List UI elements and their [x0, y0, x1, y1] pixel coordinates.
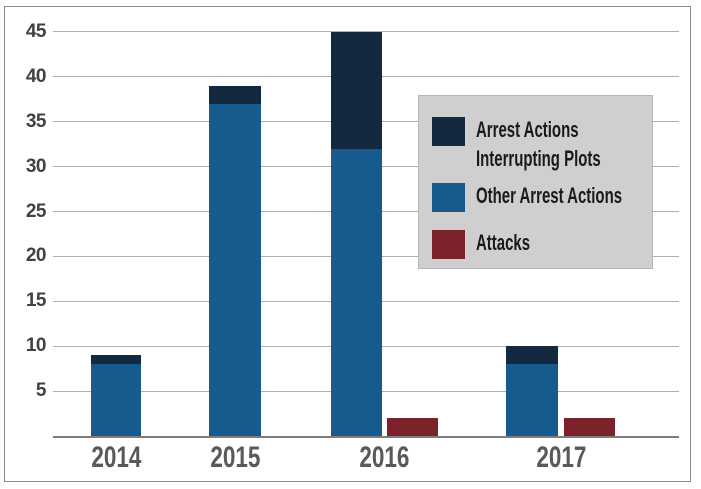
bar-attacks-2017	[564, 418, 615, 436]
legend-label-arrest-interrupting: Arrest Actions Interrupting Plots	[476, 117, 601, 171]
bar-arrest-interrupting-2015	[209, 85, 261, 104]
legend-swatch-attacks	[432, 230, 465, 259]
bar-other-arrest-actions-2014	[91, 364, 141, 436]
x-axis-line	[53, 436, 679, 438]
bar-other-arrest-actions-2015	[209, 103, 261, 436]
legend: Arrest Actions Interrupting Plots Other …	[418, 95, 653, 269]
x-axis-label-2015: 2015	[165, 441, 305, 475]
legend-swatch-other-arrest	[432, 183, 465, 212]
y-tick-label-10: 10	[25, 335, 47, 357]
x-axis-label-text-2015: 2015	[209, 441, 261, 474]
bar-arrest-interrupting-2017	[506, 346, 558, 365]
x-axis-label-2017: 2017	[491, 441, 631, 475]
y-tick-label-35: 35	[25, 110, 47, 132]
bar-other-arrest-actions-2016	[331, 148, 382, 436]
y-tick-label-20: 20	[25, 245, 47, 267]
y-tick-label-25: 25	[25, 200, 47, 222]
y-tick-label-45: 45	[25, 20, 47, 42]
bar-attacks-2016	[387, 418, 438, 436]
x-axis-label-text-2016: 2016	[358, 441, 410, 474]
x-axis-label-text-2014: 2014	[90, 441, 142, 474]
y-tick-label-40: 40	[25, 65, 47, 87]
legend-label-attacks: Attacks	[476, 230, 531, 255]
x-axis-label-2014: 2014	[46, 441, 186, 475]
bar-other-arrest-actions-2017	[506, 364, 558, 436]
bar-arrest-interrupting-2014	[91, 355, 141, 365]
y-tick-label-5: 5	[35, 380, 47, 402]
legend-entry-arrest-interrupting: Arrest Actions Interrupting Plots	[432, 115, 659, 173]
legend-swatch-arrest-interrupting	[432, 117, 465, 146]
legend-entry-other-arrest: Other Arrest Actions	[432, 181, 691, 212]
x-axis-label-2016: 2016	[314, 441, 454, 475]
bar-arrest-interrupting-2016	[331, 31, 382, 149]
y-tick-label-15: 15	[25, 290, 47, 312]
legend-entry-attacks: Attacks	[432, 228, 555, 259]
legend-label-other-arrest: Other Arrest Actions	[476, 183, 623, 208]
y-tick-label-30: 30	[25, 155, 47, 177]
x-axis-label-text-2017: 2017	[535, 441, 587, 474]
